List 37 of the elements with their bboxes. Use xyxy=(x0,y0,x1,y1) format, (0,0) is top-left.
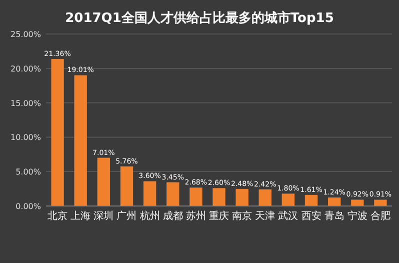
x-tick-label: 重庆 xyxy=(209,210,229,222)
x-tick-label: 西安 xyxy=(301,210,322,222)
y-tick-label: 15.00% xyxy=(10,98,42,108)
x-tick-label: 苏州 xyxy=(186,210,206,222)
bar xyxy=(282,194,295,206)
bar xyxy=(236,188,248,206)
x-tick-label: 天津 xyxy=(255,210,276,222)
y-tick-label: 10.00% xyxy=(10,133,42,142)
x-tick-label: 北京 xyxy=(48,210,68,222)
x-tick-label: 青岛 xyxy=(324,210,344,222)
bar xyxy=(166,182,180,206)
x-tick-label: 合肥 xyxy=(370,210,390,222)
bar xyxy=(97,158,110,206)
chart-title: 2017Q1全国人才供给占比最多的城市Top15 xyxy=(65,10,334,26)
y-tick-label: 5.00% xyxy=(16,168,42,177)
y-tick-label: 25.00% xyxy=(10,30,42,39)
x-tick-label: 杭州 xyxy=(138,210,160,222)
bar xyxy=(51,59,64,206)
x-tick-label: 广州 xyxy=(116,210,137,222)
bar xyxy=(190,188,202,206)
bar xyxy=(304,194,318,206)
x-tick-label: 南京 xyxy=(232,210,252,222)
x-tick-label: 成都 xyxy=(162,210,183,222)
x-tick-label: 宁波 xyxy=(347,210,368,222)
bar xyxy=(74,75,87,206)
bar xyxy=(212,188,226,206)
y-tick-label: 20.00% xyxy=(10,64,42,74)
bar xyxy=(258,189,272,206)
bar xyxy=(120,166,134,206)
y-tick-label: 0.00% xyxy=(16,202,42,211)
x-tick-label: 深圳 xyxy=(94,210,114,222)
bar xyxy=(374,200,387,206)
x-tick-label: 武汉 xyxy=(278,210,298,222)
bar xyxy=(143,181,156,206)
x-tick-label: 上海 xyxy=(70,210,91,222)
bar xyxy=(328,197,341,206)
bar xyxy=(351,200,364,206)
